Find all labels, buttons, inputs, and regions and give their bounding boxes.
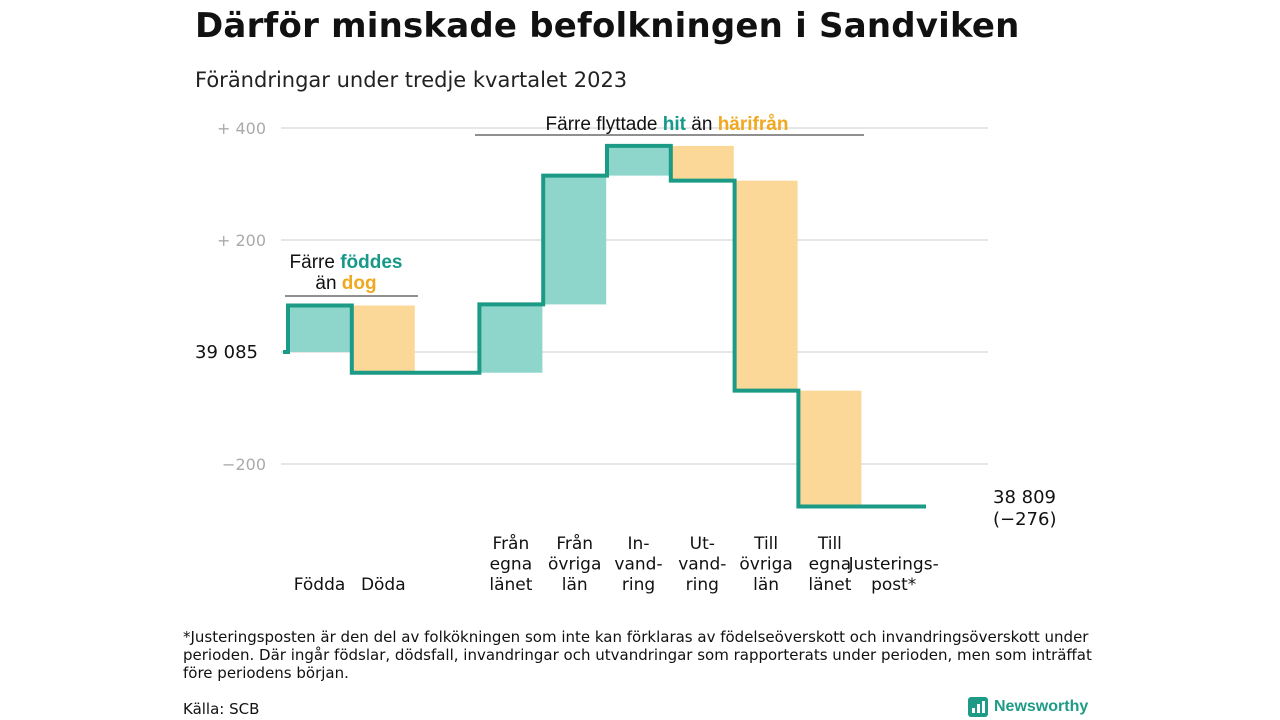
newsworthy-logo: Newsworthy — [968, 697, 1088, 717]
end-change-label: (−276) — [993, 509, 1056, 530]
brand-name: Newsworthy — [994, 698, 1089, 715]
category-label: Till övriga län — [739, 534, 792, 595]
births-deaths-annotation-line1: Färre föddes — [290, 252, 403, 273]
waterfall-chart: + 400 + 200 39 085 −200 Födda Döda Från egna lä… — [195, 114, 1056, 595]
y-tick-label: + 400 — [217, 119, 266, 138]
category-label: Födda — [294, 575, 346, 595]
category-label: Från egna länet — [489, 533, 532, 595]
y-axis-ticks: + 400 + 200 39 085 −200 — [195, 119, 266, 474]
decrease-bar — [670, 145, 734, 181]
bars — [288, 145, 862, 507]
y-tick-label: −200 — [222, 455, 266, 474]
decrease-bar — [734, 180, 798, 391]
increase-bar — [479, 304, 543, 373]
y-tick-label: + 200 — [217, 231, 266, 250]
increase-bar — [288, 305, 351, 352]
chart-subtitle: Förändringar under tredje kvartalet 2023 — [195, 68, 628, 92]
migration-annotation-text: Färre flyttade hit än härifrån — [546, 114, 789, 135]
bar-chart-icon — [968, 697, 988, 717]
source-label: Källa: SCB — [183, 700, 260, 718]
grid-lines — [281, 127, 988, 465]
footnote: *Justeringsposten är den del av folkökni… — [183, 628, 1092, 682]
category-label: In-vand-ring — [614, 534, 662, 595]
category-label: Från övriga län — [548, 533, 601, 595]
category-label: Döda — [361, 575, 406, 595]
increase-bar — [543, 175, 607, 305]
increase-bar — [607, 145, 670, 176]
births-deaths-annotation: Färre föddes än dog — [285, 252, 418, 297]
end-value-label: 38 809 — [993, 487, 1056, 508]
decrease-bar — [351, 305, 415, 373]
start-value-label: 39 085 — [195, 342, 258, 363]
category-label: Till egna länet — [808, 534, 851, 595]
births-deaths-annotation-line2: än dog — [315, 273, 376, 294]
decrease-bar — [798, 390, 862, 507]
category-labels: Födda Döda Från egna länet Från övriga län In-va… — [294, 533, 939, 595]
running-total-line — [283, 143, 926, 509]
chart-title: Därför minskade befolkningen i Sandviken — [195, 6, 1020, 46]
migration-annotation: Färre flyttade hit än härifrån — [475, 114, 864, 136]
category-label: Ut-vand-ring — [678, 534, 726, 595]
category-label: Justerings-post* — [848, 555, 939, 596]
